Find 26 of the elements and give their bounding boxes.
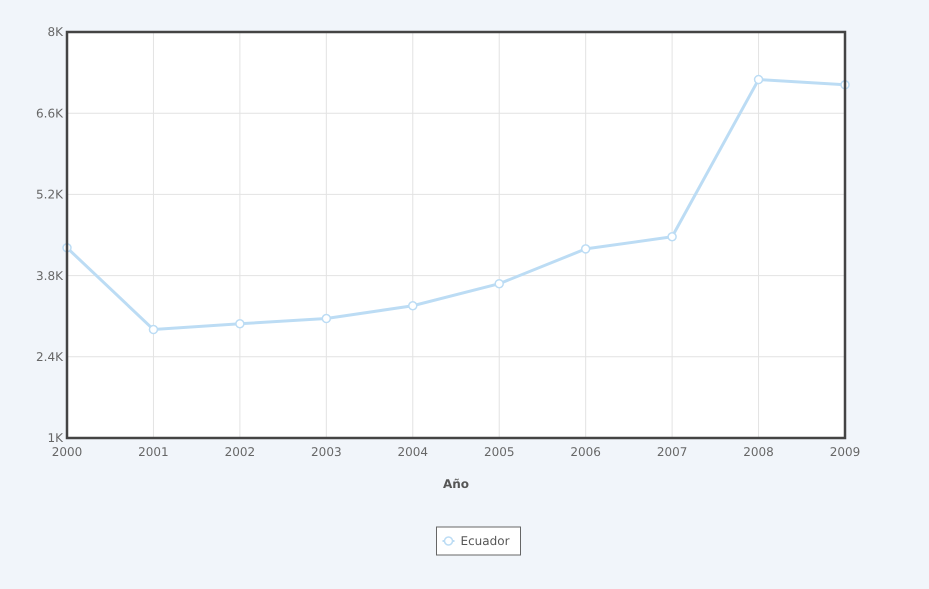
x-tick-label: 2005 xyxy=(484,445,514,459)
x-tick-label: 2007 xyxy=(656,445,688,459)
point xyxy=(754,74,764,84)
point xyxy=(580,244,590,254)
x-tick-label: 2008 xyxy=(743,445,774,459)
point xyxy=(408,301,418,311)
y-tick-label: 1K xyxy=(47,431,64,446)
point xyxy=(667,232,677,242)
legend-label: Ecuador xyxy=(460,534,510,548)
y-tick-label: 6.6K xyxy=(36,106,64,120)
x-axis-title: Año xyxy=(442,477,470,491)
x-tick-label: 2004 xyxy=(398,445,428,459)
point xyxy=(235,318,245,328)
y-tick-label: 2.4K xyxy=(36,350,64,364)
y-tick-label: 3.8K xyxy=(36,268,64,283)
point xyxy=(148,324,158,334)
x-tick-label: 2003 xyxy=(311,445,342,459)
x-tick-label: 2001 xyxy=(138,445,169,459)
y-tick-label: 5.2K xyxy=(36,188,64,202)
point xyxy=(322,314,332,324)
y-tick-label: 8K xyxy=(47,25,64,40)
x-tick-label: 2000 xyxy=(52,445,82,459)
x-tick-label: 2002 xyxy=(224,445,256,459)
x-tick-label: 2006 xyxy=(570,445,601,459)
point xyxy=(494,278,504,288)
x-tick-label: 2009 xyxy=(830,445,860,459)
